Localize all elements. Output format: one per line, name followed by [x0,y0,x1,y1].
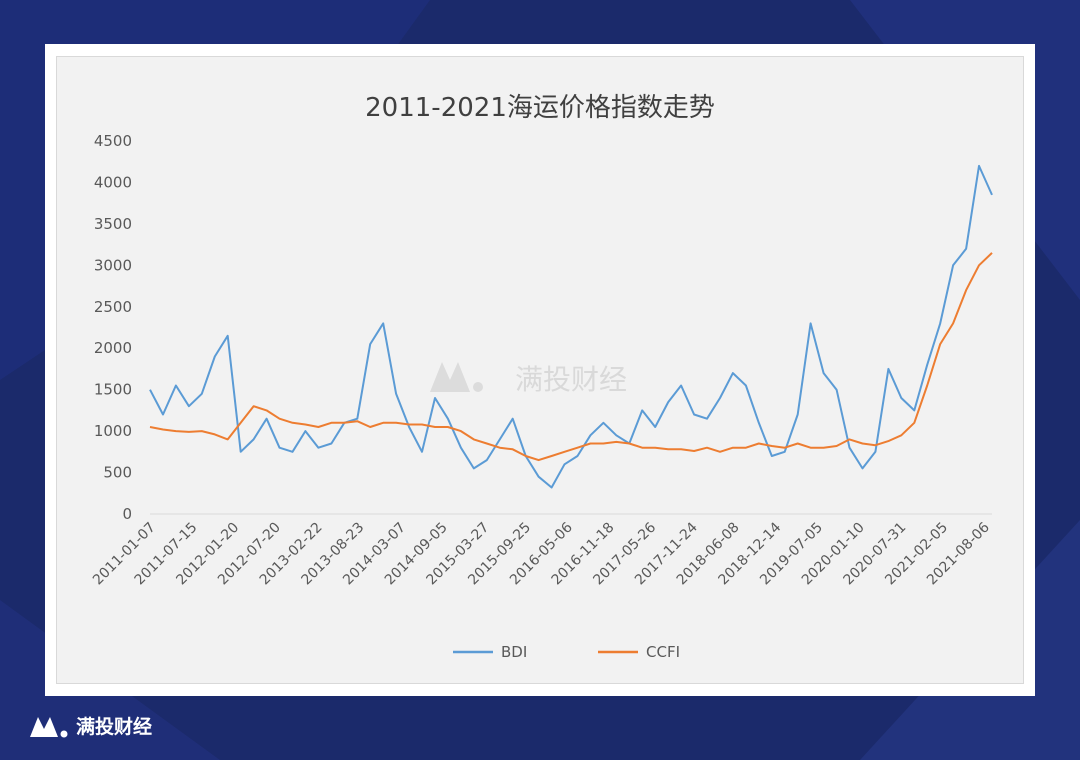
footer-brand: 满投财经 [28,712,152,739]
line-chart: 满投财经 0 500 1000 1500 2000 2500 3000 3500 4000 450… [90,132,993,661]
y-tick-label: 500 [103,464,132,482]
chart-area: 2011-2021海运价格指数走势 [56,56,1024,684]
chart-panel: 2011-2021海运价格指数走势 满投财经 0 500 1000 1500 2000 2… [45,44,1035,696]
watermark-dot [473,382,483,392]
watermark: 满投财经 [430,362,627,396]
y-tick-label: 4000 [94,173,132,191]
chart-title: 2011-2021海运价格指数走势 [365,93,715,123]
y-tick-label: 3500 [94,215,132,233]
y-tick-label: 3000 [94,256,132,274]
brand-name: 满投财经 [76,716,153,738]
y-tick-label: 2000 [94,339,132,357]
y-tick-label: 0 [122,505,132,523]
y-tick-label: 1500 [94,381,132,399]
series-line-bdi [149,164,993,489]
y-tick-label: 1000 [94,422,132,440]
brand-logo-icon [30,716,68,737]
y-tick-label: 2500 [94,298,132,316]
legend-label-bdi: BDI [501,643,527,661]
watermark-text: 满投财经 [515,363,627,396]
watermark-logo-icon [430,362,470,392]
legend-label-ccfi: CCFI [646,643,680,661]
series-line-ccfi [149,252,993,462]
series-layer [149,164,993,489]
x-axis: 2011-01-072011-07-152012-01-202012-07-20… [90,513,993,588]
y-tick-label: 4500 [94,132,132,150]
y-axis: 0 500 1000 1500 2000 2500 3000 3500 4000 4500 [94,132,132,523]
legend: BDI CCFI [453,643,680,661]
